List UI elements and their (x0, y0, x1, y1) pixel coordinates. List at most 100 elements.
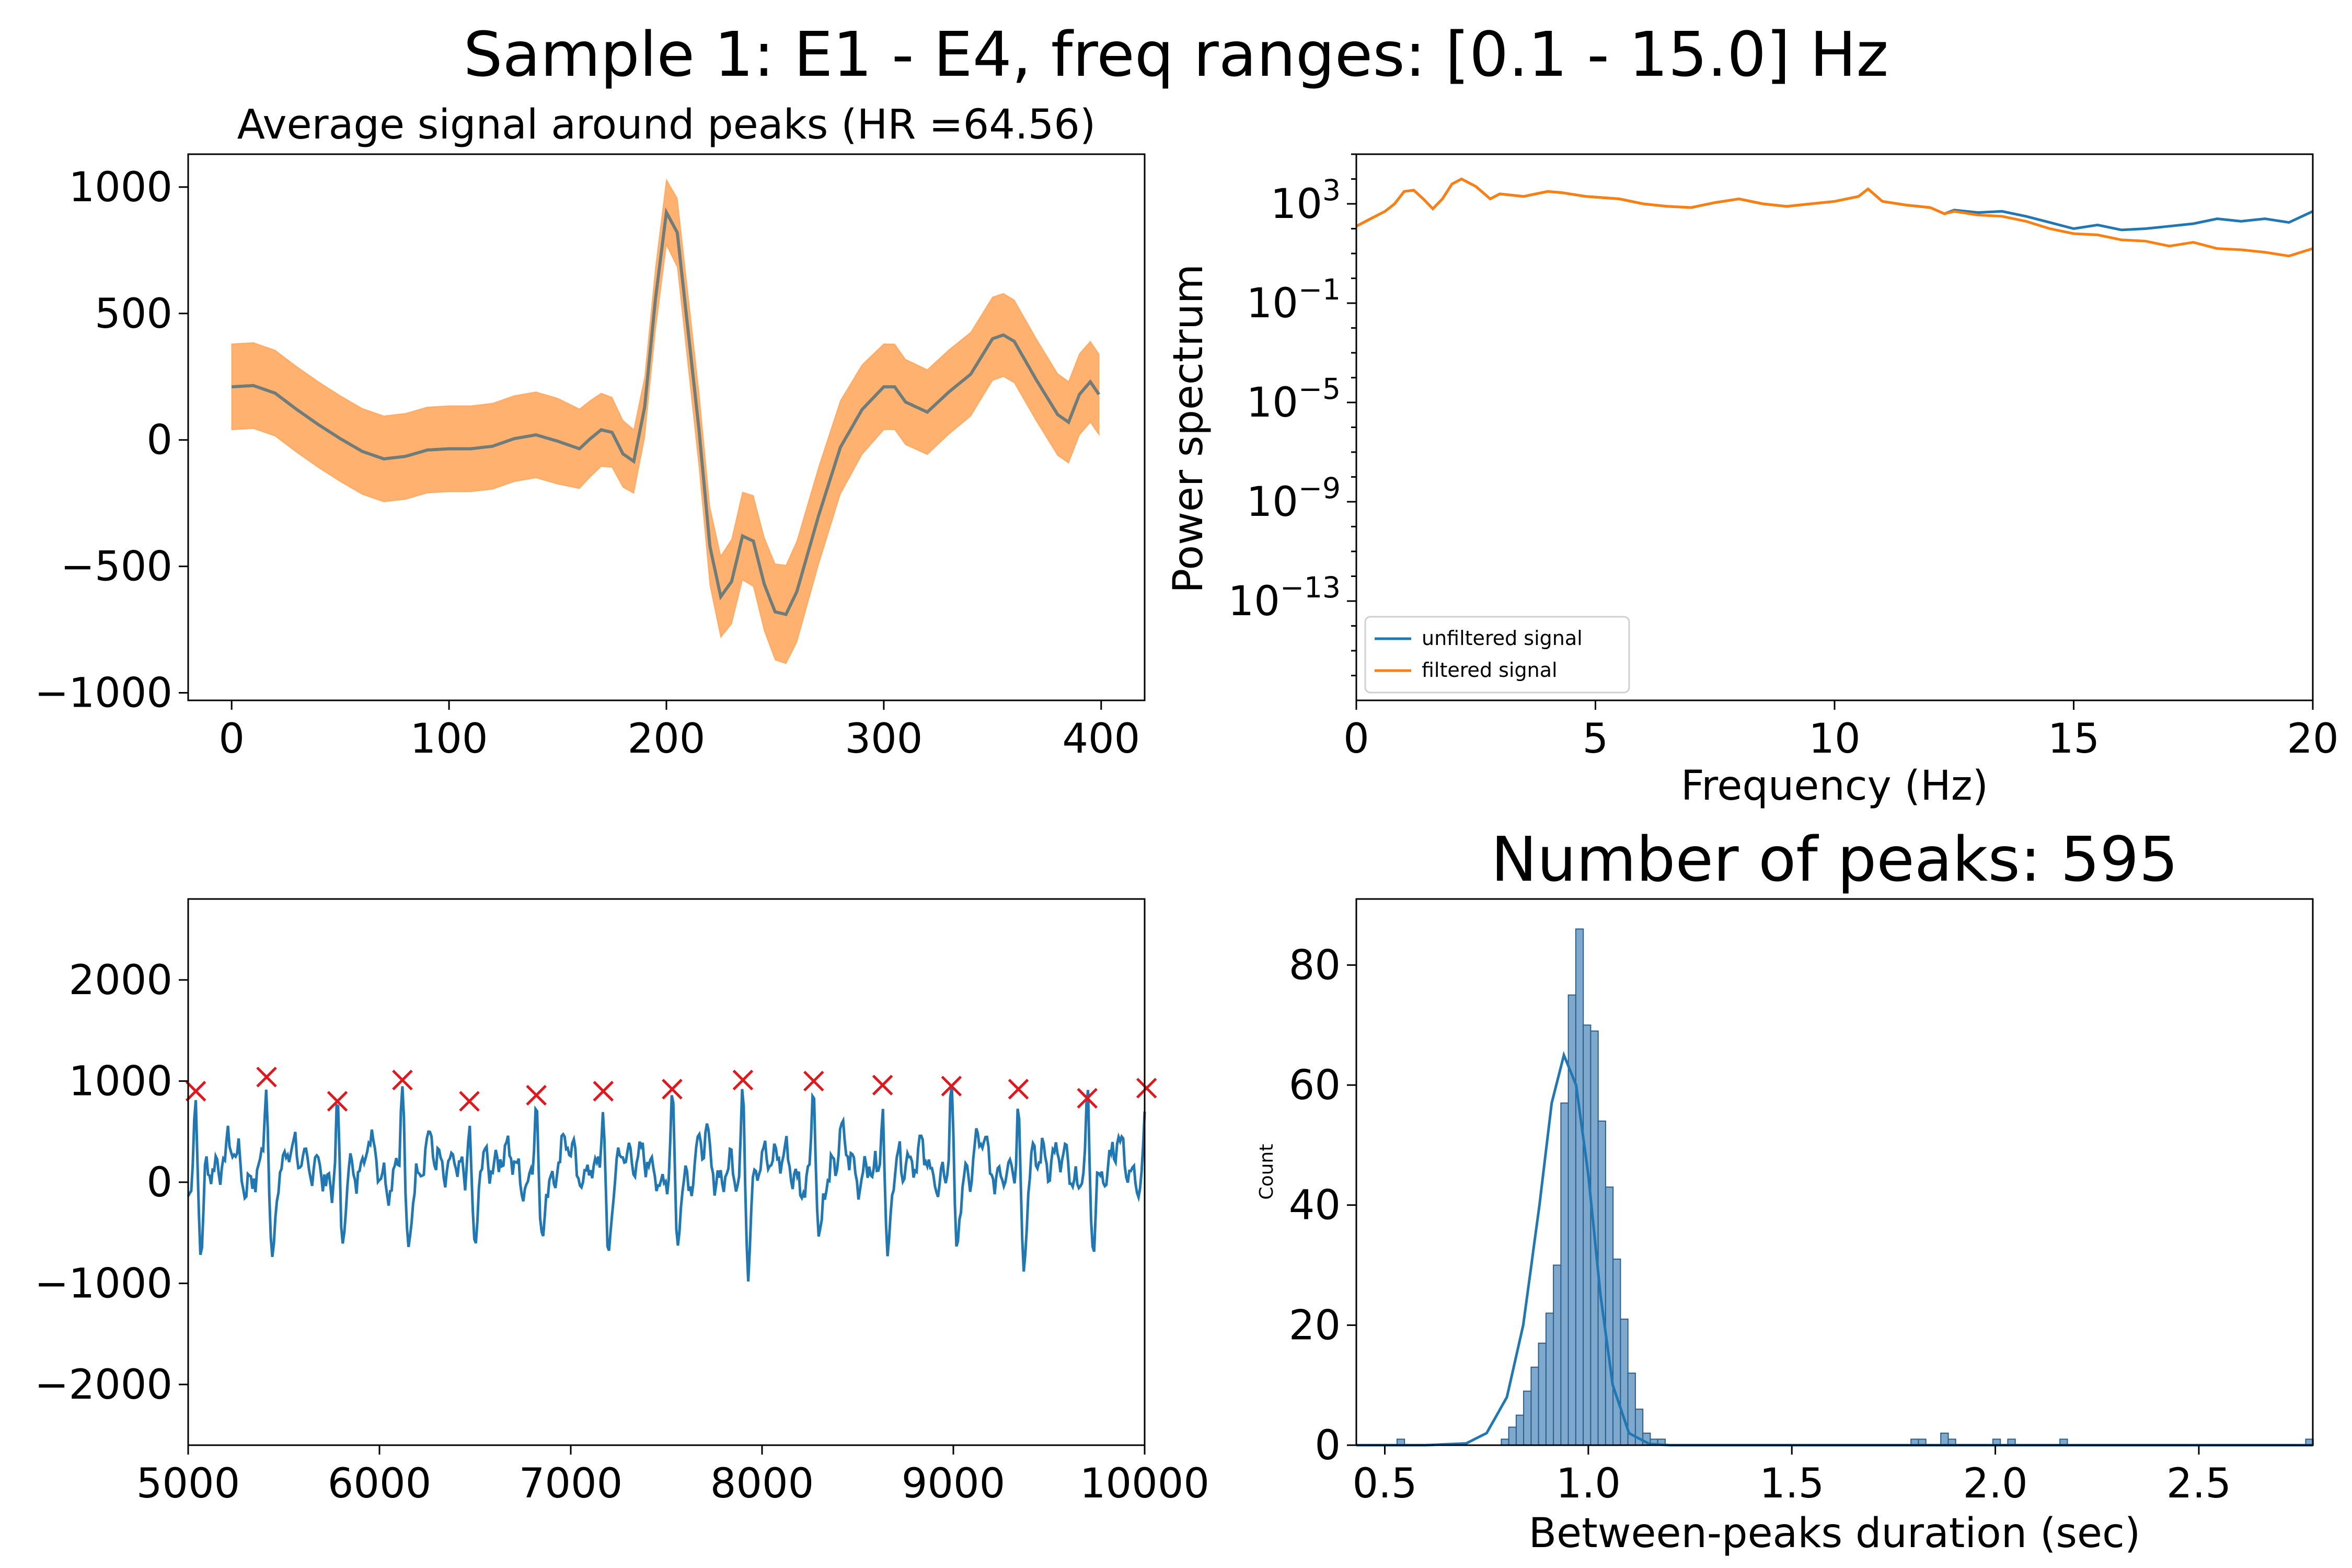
histogram-plot (1356, 928, 2314, 1447)
histogram-bar (1940, 1433, 1949, 1446)
histogram-bar (1612, 1259, 1621, 1446)
peak-marker (185, 1080, 206, 1102)
histogram-xlabel: Between-peaks duration (sec) (1529, 1510, 2141, 1557)
histogram-ytick-label: 40 (1289, 1182, 1341, 1229)
peak-marker (593, 1080, 614, 1102)
power-spectrum-ytick-label: 10−5 (1247, 372, 1341, 426)
power-spectrum-plot (1355, 177, 2314, 258)
power-spectrum-ticks: 0 5 10 15 20 103 10−1 10−5 10−9 10−13 (1228, 153, 2339, 763)
average-signal-xtick-label: 400 (1062, 716, 1140, 763)
raw-signal-panel: 5000 6000 7000 8000 9000 10000 −2000 −1000 0 1000… (34, 898, 1209, 1507)
power-spectrum-xtick-label: 10 (1808, 716, 1860, 763)
raw-signal-xtick-label: 5000 (136, 1460, 240, 1507)
unfiltered-signal-line (1355, 177, 2314, 232)
legend-filtered-label: filtered signal (1422, 659, 1558, 682)
figure-suptitle: Sample 1: E1 - E4, freq ranges: [0.1 - 1… (464, 18, 1889, 90)
histogram-bar (1508, 1426, 1517, 1446)
raw-signal-xtick-label: 9000 (902, 1460, 1006, 1507)
power-spectrum-xtick-label: 15 (2048, 716, 2100, 763)
histogram-bar (1515, 1414, 1525, 1446)
raw-signal-plot (185, 1066, 1157, 1282)
histogram-axes (1355, 898, 2314, 1446)
peak-marker (327, 1091, 348, 1112)
raw-signal-xtick-label: 6000 (328, 1460, 432, 1507)
histogram-ylabel: Count (1256, 1144, 1277, 1200)
average-signal-ytick-label: −1000 (34, 670, 172, 717)
histogram-title: Number of peaks: 595 (1491, 823, 2178, 895)
power-spectrum-xtick-label: 5 (1583, 716, 1609, 763)
histogram-bar (1538, 1342, 1547, 1446)
histogram-xtick-label: 2.0 (1963, 1460, 2028, 1507)
histogram-ytick-label: 20 (1289, 1302, 1341, 1349)
peak-marker (803, 1070, 824, 1092)
peak-marker (1136, 1078, 1157, 1099)
histogram-ytick-label: 0 (1315, 1422, 1341, 1469)
histogram-xtick-label: 2.5 (2166, 1460, 2231, 1507)
average-signal-ytick-label: −500 (61, 544, 172, 591)
peak-marker (1008, 1079, 1029, 1100)
histogram-panel: Number of peaks: 595 0.5 1.0 1.5 2.0 2.5 0 20 4… (1256, 823, 2314, 1557)
mean-signal-line (232, 207, 1101, 616)
power-spectrum-ytick-label: 10−1 (1247, 273, 1341, 327)
histogram-bar (1553, 1264, 1562, 1446)
raw-signal-ticks: 5000 6000 7000 8000 9000 10000 −2000 −1000 0 1000… (34, 957, 1209, 1507)
power-spectrum-ytick-label: 10−9 (1247, 471, 1341, 526)
power-spectrum-ylabel: Power spectrum (1165, 264, 1212, 593)
average-signal-plot (231, 178, 1101, 665)
raw-signal-axes (187, 898, 1146, 1446)
power-spectrum-panel: 0 5 10 15 20 103 10−1 10−5 10−9 10−13 Frequency (… (1165, 153, 2339, 810)
raw-signal-xtick-label: 7000 (519, 1460, 623, 1507)
histogram-bar (1567, 994, 1576, 1446)
power-spectrum-xtick-label: 20 (2287, 716, 2338, 763)
peak-marker (941, 1076, 962, 1097)
histogram-ytick-label: 60 (1289, 1062, 1341, 1109)
histogram-xtick-label: 1.0 (1556, 1460, 1621, 1507)
filtered-signal-line (1355, 177, 2313, 258)
average-signal-title: Average signal around peaks (HR =64.56) (237, 101, 1096, 148)
raw-signal-ytick-label: −1000 (34, 1260, 172, 1307)
average-signal-xtick-label: 300 (845, 716, 923, 763)
average-signal-xtick-label: 0 (218, 716, 245, 763)
power-spectrum-xtick-label: 0 (1343, 716, 1369, 763)
peak-marker (662, 1079, 683, 1100)
histogram-bar (1605, 1186, 1614, 1446)
histogram-xtick-label: 1.5 (1759, 1460, 1824, 1507)
peak-marker (526, 1085, 547, 1106)
power-spectrum-legend: unfiltered signal filtered signal (1364, 616, 1630, 694)
raw-signal-ytick-label: 0 (146, 1159, 172, 1206)
histogram-xtick-label: 0.5 (1352, 1460, 1417, 1507)
histogram-bar (1545, 1312, 1554, 1446)
power-spectrum-ytick-label: 10−13 (1228, 571, 1341, 625)
histogram-bar (1530, 1366, 1539, 1446)
histogram-bar (1560, 1102, 1569, 1446)
histogram-bar (1575, 928, 1584, 1446)
power-spectrum-ytick-label: 103 (1271, 174, 1341, 228)
confidence-band (231, 178, 1100, 665)
average-signal-ytick-label: 1000 (68, 164, 172, 211)
histogram-ticks: 0.5 1.0 1.5 2.0 2.5 0 20 40 60 80 (1289, 942, 2231, 1507)
peak-marker (459, 1091, 480, 1112)
average-signal-ytick-label: 0 (146, 417, 172, 464)
peak-marker (872, 1075, 893, 1096)
kde-curve (1356, 1051, 2313, 1447)
legend-box (1364, 616, 1630, 694)
average-signal-panel: Average signal around peaks (HR =64.56) … (34, 101, 1146, 763)
peak-marker (256, 1066, 277, 1088)
histogram-bar (1523, 1390, 1532, 1446)
average-signal-ticks: 0 100 200 300 400 −1000 −500 0 500 1000 (34, 164, 1140, 763)
raw-signal-xtick-label: 10000 (1080, 1460, 1209, 1507)
peak-marker (1077, 1088, 1098, 1109)
raw-signal-xtick-label: 8000 (710, 1460, 814, 1507)
average-signal-xtick-label: 100 (410, 716, 488, 763)
raw-signal-line (187, 1085, 1146, 1282)
peak-marker (392, 1069, 413, 1091)
peak-marker (732, 1069, 754, 1091)
histogram-ytick-label: 80 (1289, 942, 1341, 989)
raw-signal-ytick-label: 1000 (68, 1058, 172, 1105)
histogram-bar (1583, 1024, 1592, 1446)
legend-unfiltered-label: unfiltered signal (1422, 627, 1583, 650)
histogram-bar (1501, 1438, 1509, 1446)
average-signal-xtick-label: 200 (628, 716, 706, 763)
raw-signal-ytick-label: −2000 (34, 1362, 172, 1409)
